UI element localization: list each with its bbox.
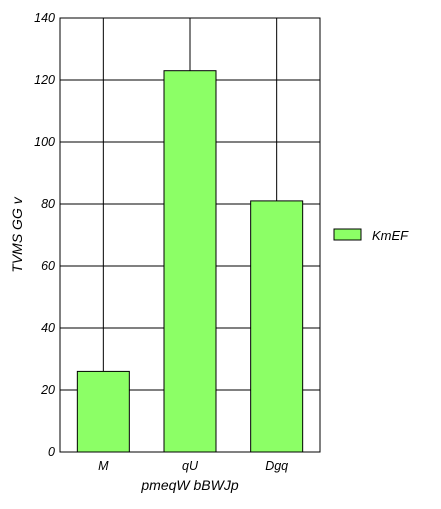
- y-tick-label: 100: [34, 135, 55, 149]
- x-axis-label: pmeqW bBWJp: [140, 477, 238, 493]
- y-tick-label: 120: [34, 73, 55, 87]
- x-tick-label: qU: [182, 459, 199, 473]
- bar-qU: [163, 70, 217, 453]
- legend: KmEF: [333, 228, 409, 243]
- bars: [76, 70, 304, 453]
- bar-M: [76, 370, 130, 453]
- y-axis-ticks: 0 20 40 60 80 100 120 140: [34, 11, 55, 459]
- y-tick-label: 20: [40, 383, 55, 397]
- y-tick-label: 40: [41, 321, 55, 335]
- y-tick-label: 0: [48, 445, 55, 459]
- plot-frame: [59, 17, 321, 453]
- x-tick-label: M: [98, 459, 109, 473]
- legend-swatch: [333, 228, 362, 241]
- bar-Dgq: [250, 200, 304, 453]
- y-axis-label: TVMS GG v: [9, 196, 25, 272]
- y-tick-label: 140: [34, 11, 55, 25]
- y-tick-label: 80: [41, 197, 55, 211]
- x-tick-label: Dgq: [265, 459, 288, 473]
- legend-label: KmEF: [372, 228, 409, 243]
- y-tick-label: 60: [41, 259, 55, 273]
